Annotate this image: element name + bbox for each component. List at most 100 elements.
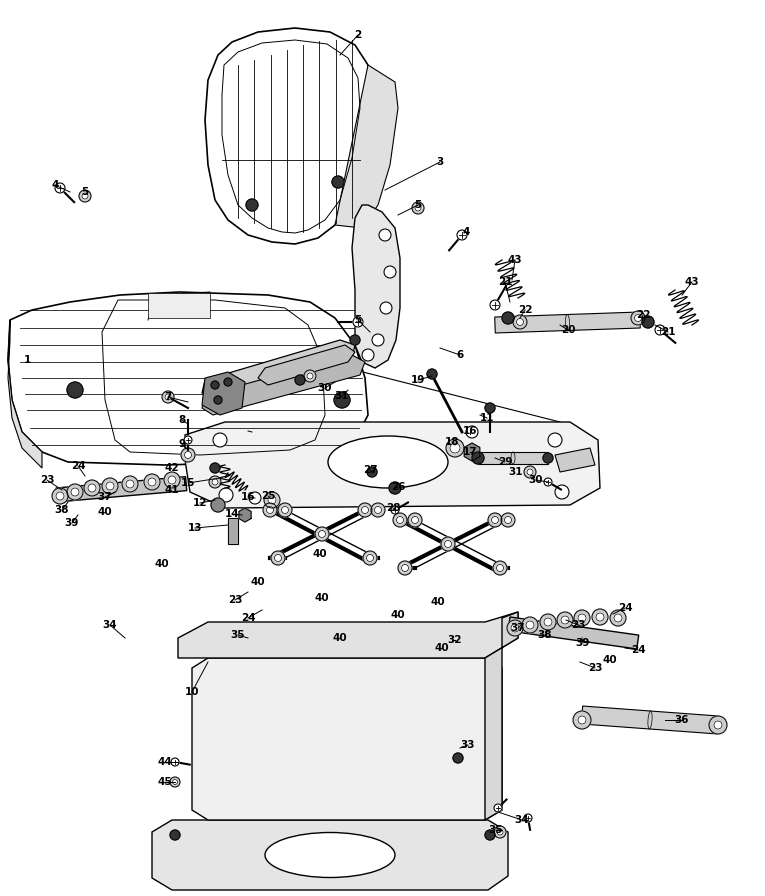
Polygon shape	[202, 340, 355, 398]
Text: 23: 23	[571, 620, 585, 630]
Text: 14: 14	[225, 509, 239, 519]
Circle shape	[264, 492, 280, 508]
Circle shape	[540, 614, 556, 630]
Ellipse shape	[328, 436, 448, 488]
Circle shape	[493, 561, 507, 575]
Circle shape	[714, 721, 722, 729]
Polygon shape	[202, 355, 365, 415]
Circle shape	[501, 513, 515, 527]
Text: 40: 40	[313, 549, 327, 559]
Circle shape	[362, 506, 369, 513]
Circle shape	[402, 564, 409, 572]
Text: 23: 23	[228, 595, 243, 605]
Polygon shape	[485, 612, 518, 820]
Circle shape	[709, 716, 727, 734]
Polygon shape	[555, 448, 595, 472]
Circle shape	[184, 436, 192, 444]
Text: 20: 20	[561, 325, 575, 335]
Text: 24: 24	[617, 603, 633, 613]
Text: 18: 18	[444, 437, 459, 447]
Circle shape	[526, 621, 534, 629]
Text: 34: 34	[103, 620, 117, 630]
Circle shape	[209, 476, 221, 488]
Circle shape	[102, 478, 118, 494]
Text: 15: 15	[181, 478, 195, 488]
Circle shape	[453, 753, 463, 763]
Polygon shape	[205, 28, 370, 244]
Circle shape	[246, 199, 258, 211]
Circle shape	[170, 777, 180, 787]
Circle shape	[71, 488, 79, 496]
Circle shape	[144, 474, 160, 490]
Circle shape	[307, 373, 313, 379]
Polygon shape	[478, 452, 548, 464]
Circle shape	[561, 616, 569, 624]
Circle shape	[366, 555, 373, 562]
Circle shape	[271, 551, 285, 565]
Circle shape	[170, 830, 180, 840]
Text: 21: 21	[498, 277, 513, 287]
Text: 31: 31	[335, 391, 350, 401]
Circle shape	[496, 564, 503, 572]
Circle shape	[212, 479, 218, 485]
Text: 4: 4	[51, 180, 59, 190]
Circle shape	[211, 498, 225, 512]
Circle shape	[513, 315, 527, 329]
Text: 36: 36	[675, 715, 689, 725]
Text: 22: 22	[518, 305, 532, 315]
Circle shape	[172, 780, 177, 785]
Text: 8: 8	[178, 415, 186, 425]
Circle shape	[524, 814, 532, 822]
Circle shape	[372, 334, 384, 346]
Text: 23: 23	[588, 663, 602, 673]
Bar	[228, 518, 238, 544]
Polygon shape	[258, 345, 355, 385]
Circle shape	[295, 375, 305, 385]
Circle shape	[634, 314, 642, 322]
Text: 5: 5	[354, 315, 362, 325]
Text: 24: 24	[630, 645, 646, 655]
Polygon shape	[495, 312, 640, 333]
Polygon shape	[152, 820, 508, 890]
Circle shape	[52, 488, 68, 504]
Circle shape	[642, 316, 654, 328]
Circle shape	[494, 826, 506, 838]
Circle shape	[184, 452, 191, 459]
Circle shape	[450, 443, 460, 453]
Circle shape	[389, 482, 401, 494]
Text: 23: 23	[40, 475, 54, 485]
Circle shape	[544, 618, 552, 626]
Text: 40: 40	[603, 655, 617, 665]
Circle shape	[555, 485, 569, 499]
Circle shape	[67, 484, 83, 500]
Circle shape	[219, 488, 233, 502]
Circle shape	[304, 370, 316, 382]
Circle shape	[249, 492, 261, 504]
Circle shape	[522, 617, 538, 633]
Text: 4: 4	[462, 227, 470, 237]
Circle shape	[494, 804, 502, 812]
Circle shape	[472, 452, 484, 464]
Text: 31: 31	[509, 467, 523, 477]
Text: 40: 40	[391, 610, 405, 620]
Text: 41: 41	[164, 485, 179, 495]
Polygon shape	[202, 372, 245, 415]
Circle shape	[363, 551, 377, 565]
Circle shape	[502, 312, 514, 324]
Circle shape	[507, 620, 523, 636]
Text: 16: 16	[463, 426, 477, 436]
Text: 40: 40	[98, 507, 112, 517]
Circle shape	[485, 403, 495, 413]
Text: 16: 16	[241, 492, 256, 502]
Circle shape	[213, 433, 227, 447]
Text: 19: 19	[411, 375, 425, 385]
Polygon shape	[185, 422, 600, 508]
Circle shape	[263, 503, 277, 517]
Text: 27: 27	[363, 465, 377, 475]
Circle shape	[315, 527, 329, 541]
Circle shape	[391, 506, 399, 514]
Circle shape	[446, 439, 464, 457]
Circle shape	[350, 335, 360, 345]
Circle shape	[415, 205, 421, 211]
Text: 33: 33	[461, 740, 475, 750]
